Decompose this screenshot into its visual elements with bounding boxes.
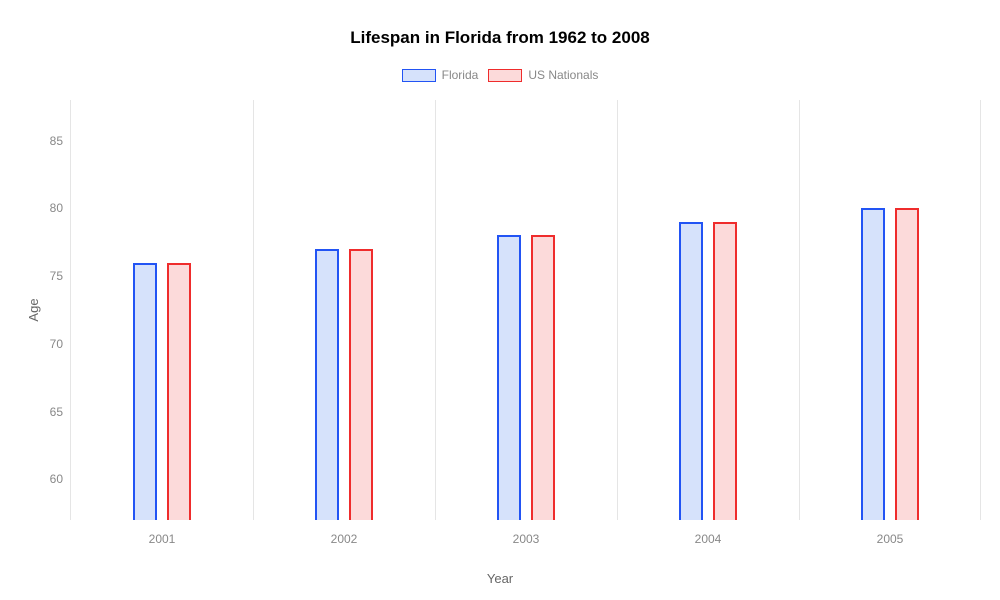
y-tick-label: 70 xyxy=(50,337,71,351)
plot-area: 60657075808520012002200320042005 xyxy=(70,100,980,520)
bar xyxy=(861,208,885,520)
y-tick-label: 85 xyxy=(50,134,71,148)
bar xyxy=(133,263,157,520)
legend-item: Florida xyxy=(402,68,479,82)
bar xyxy=(679,222,703,520)
x-tick-label: 2003 xyxy=(513,520,540,546)
bar xyxy=(315,249,339,520)
chart-container: Lifespan in Florida from 1962 to 2008 Fl… xyxy=(0,0,1000,600)
chart-title: Lifespan in Florida from 1962 to 2008 xyxy=(0,28,1000,48)
legend: Florida US Nationals xyxy=(0,68,1000,82)
bar xyxy=(895,208,919,520)
y-tick-label: 80 xyxy=(50,201,71,215)
x-axis-label: Year xyxy=(0,571,1000,586)
bar xyxy=(713,222,737,520)
x-tick-label: 2002 xyxy=(331,520,358,546)
y-tick-label: 60 xyxy=(50,472,71,486)
bar xyxy=(349,249,373,520)
bar xyxy=(531,235,555,520)
x-tick-label: 2005 xyxy=(877,520,904,546)
x-gridline xyxy=(799,100,800,520)
bar xyxy=(167,263,191,520)
legend-swatch xyxy=(488,69,522,82)
x-tick-label: 2001 xyxy=(149,520,176,546)
x-tick-label: 2004 xyxy=(695,520,722,546)
y-tick-label: 75 xyxy=(50,269,71,283)
legend-swatch xyxy=(402,69,436,82)
y-tick-label: 65 xyxy=(50,405,71,419)
legend-label: Florida xyxy=(442,68,479,82)
legend-label: US Nationals xyxy=(528,68,598,82)
x-gridline xyxy=(617,100,618,520)
legend-item: US Nationals xyxy=(488,68,598,82)
x-gridline xyxy=(253,100,254,520)
x-gridline xyxy=(980,100,981,520)
x-gridline xyxy=(435,100,436,520)
bar xyxy=(497,235,521,520)
y-axis-label: Age xyxy=(26,298,41,321)
